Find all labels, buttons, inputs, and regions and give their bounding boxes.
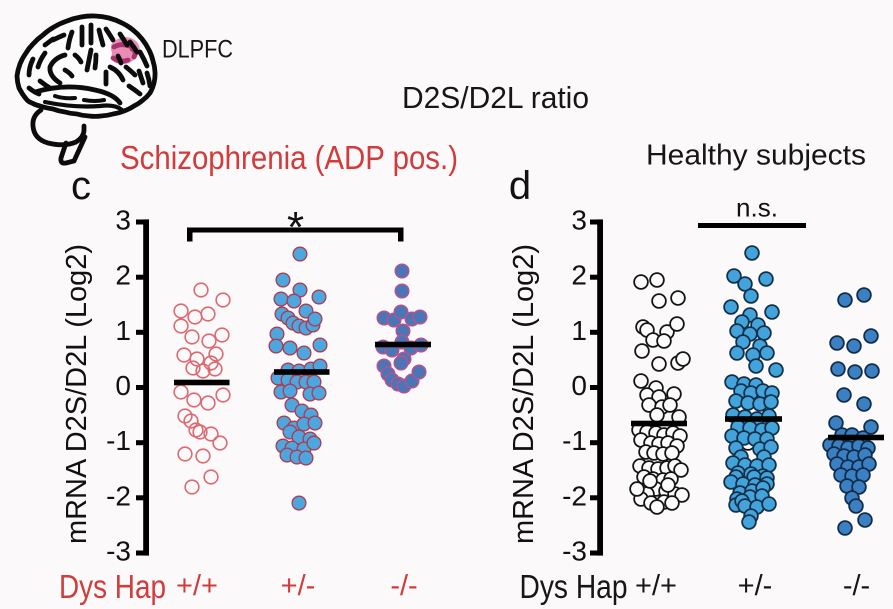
svg-text:+/+: +/+ [176, 570, 218, 602]
svg-text:-2: -2 [562, 480, 587, 511]
svg-text:1: 1 [115, 315, 131, 346]
svg-text:2: 2 [571, 260, 587, 291]
svg-text:0: 0 [571, 370, 587, 401]
svg-text:1: 1 [571, 315, 587, 346]
svg-text:-1: -1 [562, 425, 587, 456]
svg-text:Dys Hap: Dys Hap [59, 568, 166, 605]
svg-text:0: 0 [115, 370, 131, 401]
svg-text:-/-: -/- [843, 570, 870, 602]
svg-text:d: d [509, 164, 531, 208]
svg-text:DLPFC: DLPFC [162, 36, 233, 64]
svg-text:c: c [71, 164, 91, 208]
svg-text:-3: -3 [562, 536, 587, 567]
svg-text:+/+: +/+ [635, 570, 677, 602]
svg-text:-/-: -/- [390, 570, 417, 602]
svg-text:2: 2 [115, 260, 131, 291]
svg-text:n.s.: n.s. [736, 193, 778, 223]
svg-text:mRNA D2S/D2L (Log2): mRNA D2S/D2L (Log2) [61, 244, 93, 544]
svg-text:Dys Hap: Dys Hap [520, 568, 628, 605]
svg-text:3: 3 [115, 205, 131, 236]
svg-text:mRNA D2S/D2L (Log2): mRNA D2S/D2L (Log2) [508, 244, 540, 544]
svg-text:Healthy subjects: Healthy subjects [646, 140, 866, 172]
svg-text:-1: -1 [106, 425, 131, 456]
svg-text:3: 3 [571, 205, 587, 236]
svg-text:+/-: +/- [738, 570, 773, 602]
svg-text:+/-: +/- [281, 570, 316, 602]
svg-text:D2S/D2L ratio: D2S/D2L ratio [402, 80, 589, 115]
svg-text:-2: -2 [106, 480, 131, 511]
svg-text:Schizophrenia (ADP pos.): Schizophrenia (ADP pos.) [120, 139, 458, 176]
svg-text:-3: -3 [106, 536, 131, 567]
